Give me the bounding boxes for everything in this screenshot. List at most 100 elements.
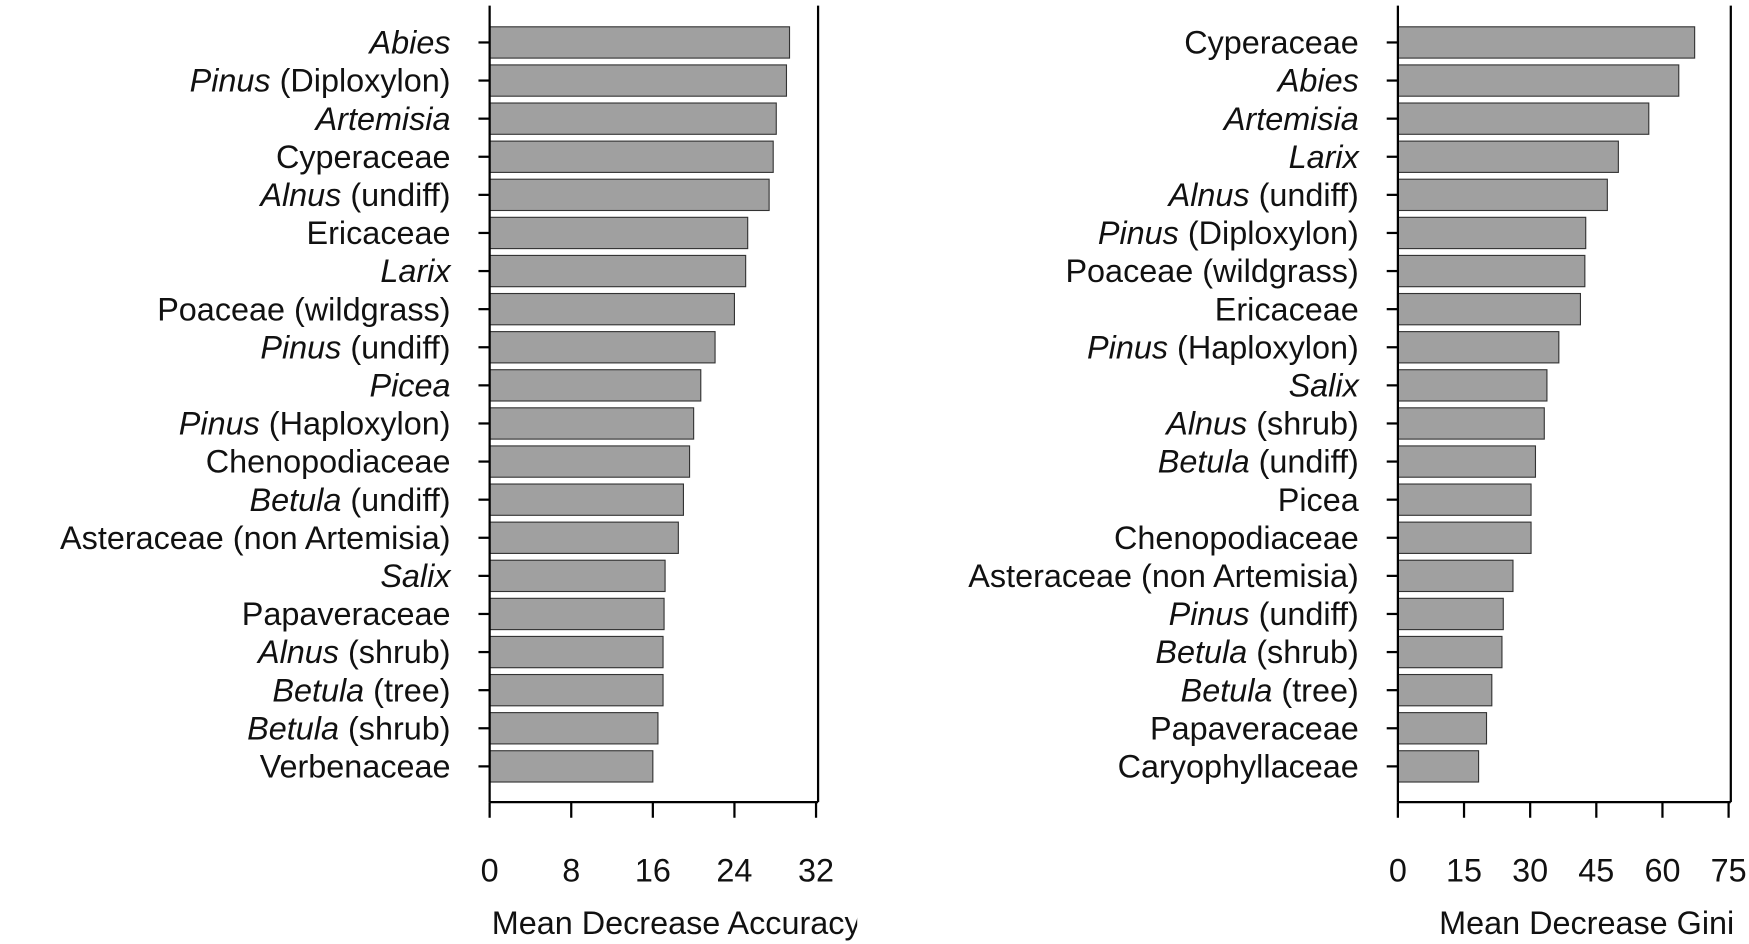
- bar: [1397, 369, 1548, 402]
- plain-part: (shrub): [339, 634, 451, 670]
- y-tick-label: Betula (tree): [272, 672, 450, 708]
- bar: [489, 216, 749, 250]
- bar: [1397, 292, 1581, 326]
- x-axis-title: Mean Decrease Gini: [1439, 905, 1734, 941]
- bar: [489, 521, 679, 554]
- italic-part: Pinus: [1169, 596, 1250, 632]
- y-tick-label: Betula (tree): [1181, 672, 1359, 708]
- italic-part: Artemisia: [314, 101, 451, 137]
- plain-part: (tree): [364, 672, 450, 708]
- bar: [489, 292, 736, 326]
- y-tick-label: Larix: [1289, 139, 1361, 175]
- x-tick-label: 0: [1389, 852, 1407, 888]
- y-tick-label: Caryophyllaceae: [1118, 749, 1359, 785]
- bar: [1397, 559, 1514, 593]
- x-tick-label: 16: [635, 852, 671, 888]
- bar: [1397, 635, 1503, 669]
- bar: [489, 750, 654, 783]
- italic-part: Alnus: [1164, 406, 1247, 442]
- y-tick-label: Asteraceae (non Artemisia): [60, 520, 450, 556]
- plain-part: (undiff): [341, 482, 450, 518]
- x-tick-label: 24: [716, 852, 752, 888]
- plain-part: (undiff): [1250, 444, 1359, 480]
- bar: [489, 673, 664, 707]
- plain-part: (undiff): [341, 329, 450, 365]
- bar: [1397, 140, 1619, 173]
- bar: [1397, 483, 1532, 516]
- y-tick-label: Chenopodiaceae: [206, 444, 451, 480]
- x-tick-label: 15: [1446, 852, 1482, 888]
- italic-part: Pinus: [260, 329, 341, 365]
- bar: [489, 712, 659, 745]
- bar: [1397, 597, 1504, 631]
- bar: [1397, 216, 1587, 250]
- bar: [1397, 178, 1608, 212]
- bar: [489, 483, 684, 516]
- y-tick-label: Papaveraceae: [242, 596, 451, 632]
- x-axis-title: Mean Decrease Accuracy: [492, 905, 862, 941]
- y-tick-label: Salix: [1289, 368, 1361, 404]
- bar: [489, 559, 666, 593]
- y-tick-label: Verbenaceae: [260, 749, 451, 785]
- italic-part: Pinus: [1098, 215, 1179, 251]
- bar: [1397, 331, 1560, 364]
- y-tick-label: Cyperaceae: [276, 139, 451, 175]
- y-tick-label: Alnus (shrub): [256, 634, 451, 670]
- y-tick-label: Ericaceae: [1215, 291, 1359, 327]
- italic-part: Betula: [272, 672, 364, 708]
- y-tick-label: Artemisia: [1222, 101, 1359, 137]
- bar: [1397, 521, 1532, 554]
- y-tick-label: Larix: [380, 253, 452, 289]
- y-tick-label: Artemisia: [314, 101, 451, 137]
- y-tick-label: Ericaceae: [307, 215, 451, 251]
- x-tick-label: 32: [798, 852, 834, 888]
- x-tick-label: 8: [562, 852, 580, 888]
- x-tick-label: 45: [1578, 852, 1614, 888]
- bar: [489, 64, 788, 97]
- bar: [489, 140, 774, 173]
- y-tick-label: Poaceae (wildgrass): [157, 291, 450, 327]
- italic-part: Larix: [380, 253, 452, 289]
- y-tick-label: Cyperaceae: [1184, 25, 1359, 61]
- x-tick-label: 60: [1644, 852, 1680, 888]
- bar: [489, 26, 791, 59]
- bar: [489, 597, 665, 631]
- x-tick-label: 75: [1711, 852, 1747, 888]
- plain-part: (Diploxylon): [1179, 215, 1359, 251]
- plain-part: (undiff): [1250, 596, 1359, 632]
- italic-part: Pinus: [190, 63, 271, 99]
- y-tick-label: Alnus (shrub): [1164, 406, 1359, 442]
- y-tick-label: Pinus (undiff): [1169, 596, 1359, 632]
- italic-part: Betula: [250, 482, 342, 518]
- italic-part: Abies: [368, 25, 451, 61]
- italic-part: Betula: [1158, 444, 1250, 480]
- bar: [489, 331, 716, 364]
- italic-part: Alnus: [1167, 177, 1250, 213]
- y-tick-label: Betula (undiff): [250, 482, 451, 518]
- plain-part: (undiff): [341, 177, 450, 213]
- y-tick-label: Betula (shrub): [1155, 634, 1358, 670]
- bar: [1397, 26, 1696, 59]
- italic-part: Betula: [1155, 634, 1247, 670]
- bar: [489, 369, 702, 402]
- bar: [1397, 712, 1488, 745]
- plain-part: (Haploxylon): [1168, 329, 1359, 365]
- italic-part: Pinus: [179, 406, 260, 442]
- plain-part: (tree): [1272, 672, 1358, 708]
- y-tick-label: Papaveraceae: [1150, 710, 1359, 746]
- italic-part: Larix: [1289, 139, 1361, 175]
- bar: [1397, 407, 1545, 440]
- x-tick-label: 0: [481, 852, 499, 888]
- bar: [489, 635, 664, 669]
- italic-part: Abies: [1276, 63, 1359, 99]
- plain-part: (shrub): [1247, 634, 1359, 670]
- italic-part: Betula: [247, 710, 339, 746]
- x-tick-label: 30: [1512, 852, 1548, 888]
- plain-part: (Haploxylon): [260, 406, 451, 442]
- bar: [489, 102, 777, 135]
- bar: [1397, 445, 1537, 478]
- plain-part: (shrub): [339, 710, 451, 746]
- italic-part: Artemisia: [1222, 101, 1359, 137]
